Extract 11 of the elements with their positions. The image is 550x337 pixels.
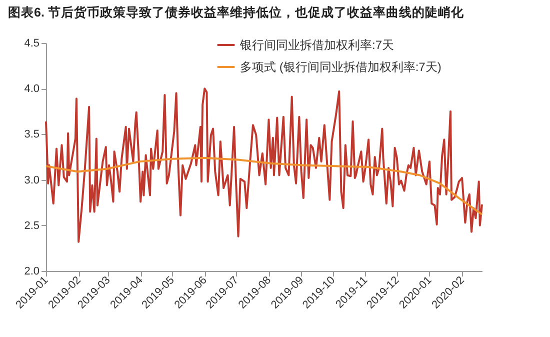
y-tick-label: 4.5 [24, 38, 40, 50]
y-tick-label: 4.0 [24, 83, 40, 96]
y-tick-label: 3.5 [24, 128, 40, 141]
line-series [45, 156, 483, 216]
y-tick-label: 3.0 [24, 174, 40, 186]
y-tick-label: 2.0 [24, 266, 40, 278]
line-series [45, 88, 483, 243]
legend-label: 多项式 (银行间同业拆借加权利率:7天) [240, 60, 442, 74]
legend-label: 银行间同业拆借加权利率:7天 [239, 38, 394, 52]
y-tick-label: 2.5 [24, 220, 40, 232]
chart-title: 图表6. 节后货币政策导致了债券收益率维持低位，也促成了收益率曲线的陡峭化 [8, 4, 465, 20]
